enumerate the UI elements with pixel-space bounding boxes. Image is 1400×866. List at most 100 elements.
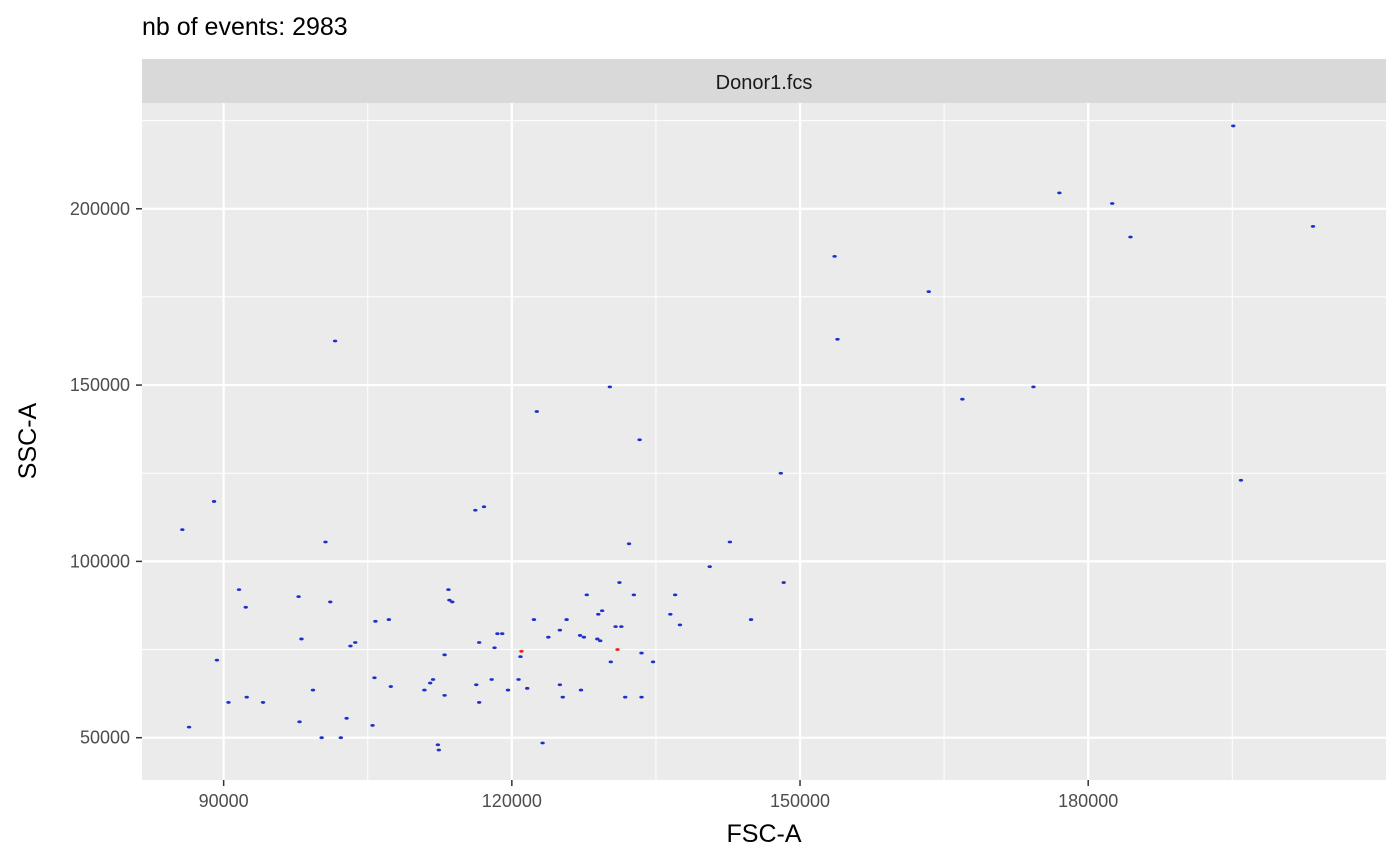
- data-point: [516, 678, 521, 681]
- data-point: [473, 508, 478, 512]
- data-point: [598, 639, 603, 643]
- data-point: [557, 683, 563, 687]
- x-tick-label: 120000: [482, 791, 542, 811]
- data-point: [435, 743, 441, 747]
- data-point: [296, 595, 301, 599]
- chart-title: nb of events: 2983: [142, 13, 348, 41]
- data-point: [540, 741, 545, 745]
- data-point: [442, 653, 447, 657]
- data-point: [297, 720, 302, 724]
- data-point: [1057, 191, 1062, 195]
- data-point: [243, 605, 248, 609]
- data-point: [427, 681, 433, 685]
- data-point: [447, 598, 452, 602]
- data-point: [748, 618, 754, 621]
- x-tick-label: 180000: [1058, 791, 1118, 811]
- data-point: [442, 693, 447, 697]
- data-point: [1110, 202, 1115, 205]
- facet-label: Donor1.fcs: [716, 72, 813, 94]
- data-point: [476, 701, 482, 704]
- data-point: [436, 748, 442, 752]
- data-point: [613, 625, 618, 629]
- data-point: [626, 542, 632, 546]
- data-point: [353, 641, 358, 644]
- y-tick-label: 200000: [70, 199, 130, 219]
- data-point: [615, 648, 620, 651]
- data-point: [328, 600, 333, 604]
- data-point: [386, 618, 392, 621]
- data-point: [622, 695, 628, 699]
- data-point: [489, 678, 494, 681]
- data-point: [617, 581, 622, 584]
- data-point: [677, 623, 683, 627]
- data-points: [180, 124, 1316, 752]
- data-point: [236, 588, 242, 591]
- data-point: [564, 618, 569, 621]
- data-point: [348, 644, 353, 648]
- y-axis-title: SSC-A: [14, 402, 42, 479]
- data-point: [727, 540, 733, 544]
- data-point: [319, 736, 324, 740]
- data-point: [495, 632, 500, 636]
- y-tick-label: 150000: [70, 375, 130, 395]
- data-point: [637, 438, 642, 442]
- data-point: [474, 683, 479, 687]
- data-point: [599, 609, 605, 613]
- minor-grid: [142, 103, 1386, 780]
- data-point: [338, 736, 344, 740]
- y-tick-label: 50000: [80, 728, 130, 748]
- data-point: [186, 725, 192, 729]
- data-point: [1031, 385, 1036, 389]
- data-point: [926, 290, 931, 294]
- data-point: [578, 688, 584, 692]
- x-axis-title: FSC-A: [727, 820, 802, 848]
- data-point: [531, 618, 537, 621]
- data-point: [639, 651, 644, 655]
- x-axis: 90000 120000 150000 180000: [199, 780, 1118, 811]
- data-point: [1310, 225, 1316, 228]
- data-point: [1128, 235, 1133, 239]
- data-point: [560, 695, 565, 699]
- data-point: [500, 632, 505, 636]
- data-point: [1231, 124, 1236, 128]
- data-point: [546, 635, 551, 639]
- data-point: [835, 337, 840, 341]
- data-point: [388, 685, 393, 688]
- facet-strip: [142, 59, 1386, 103]
- data-point: [650, 660, 656, 664]
- data-point: [372, 676, 377, 680]
- data-point: [332, 339, 338, 343]
- plot-panel: [142, 103, 1386, 780]
- data-point: [450, 600, 455, 604]
- data-point: [577, 634, 583, 637]
- data-point: [832, 254, 837, 258]
- y-tick-label: 100000: [70, 551, 130, 571]
- data-point: [518, 655, 523, 658]
- data-point: [631, 593, 637, 597]
- data-point: [672, 593, 678, 597]
- data-point: [430, 678, 436, 681]
- data-point: [619, 625, 624, 629]
- x-tick-label: 150000: [770, 791, 830, 811]
- data-point: [534, 410, 540, 413]
- data-point: [668, 612, 673, 616]
- data-point: [476, 641, 482, 644]
- data-point: [1238, 478, 1244, 482]
- major-grid: [142, 103, 1386, 780]
- data-point: [639, 695, 644, 699]
- data-point: [344, 716, 349, 720]
- data-point: [373, 619, 378, 623]
- data-point: [492, 646, 497, 650]
- data-point: [226, 701, 231, 704]
- data-point: [781, 581, 786, 584]
- data-point: [180, 528, 185, 532]
- data-point: [211, 500, 217, 503]
- x-tick-label: 90000: [199, 791, 249, 811]
- data-point: [422, 688, 427, 692]
- data-point: [581, 635, 587, 639]
- data-point: [370, 723, 375, 727]
- data-point: [446, 588, 451, 591]
- data-point: [481, 505, 487, 509]
- data-point: [505, 688, 511, 692]
